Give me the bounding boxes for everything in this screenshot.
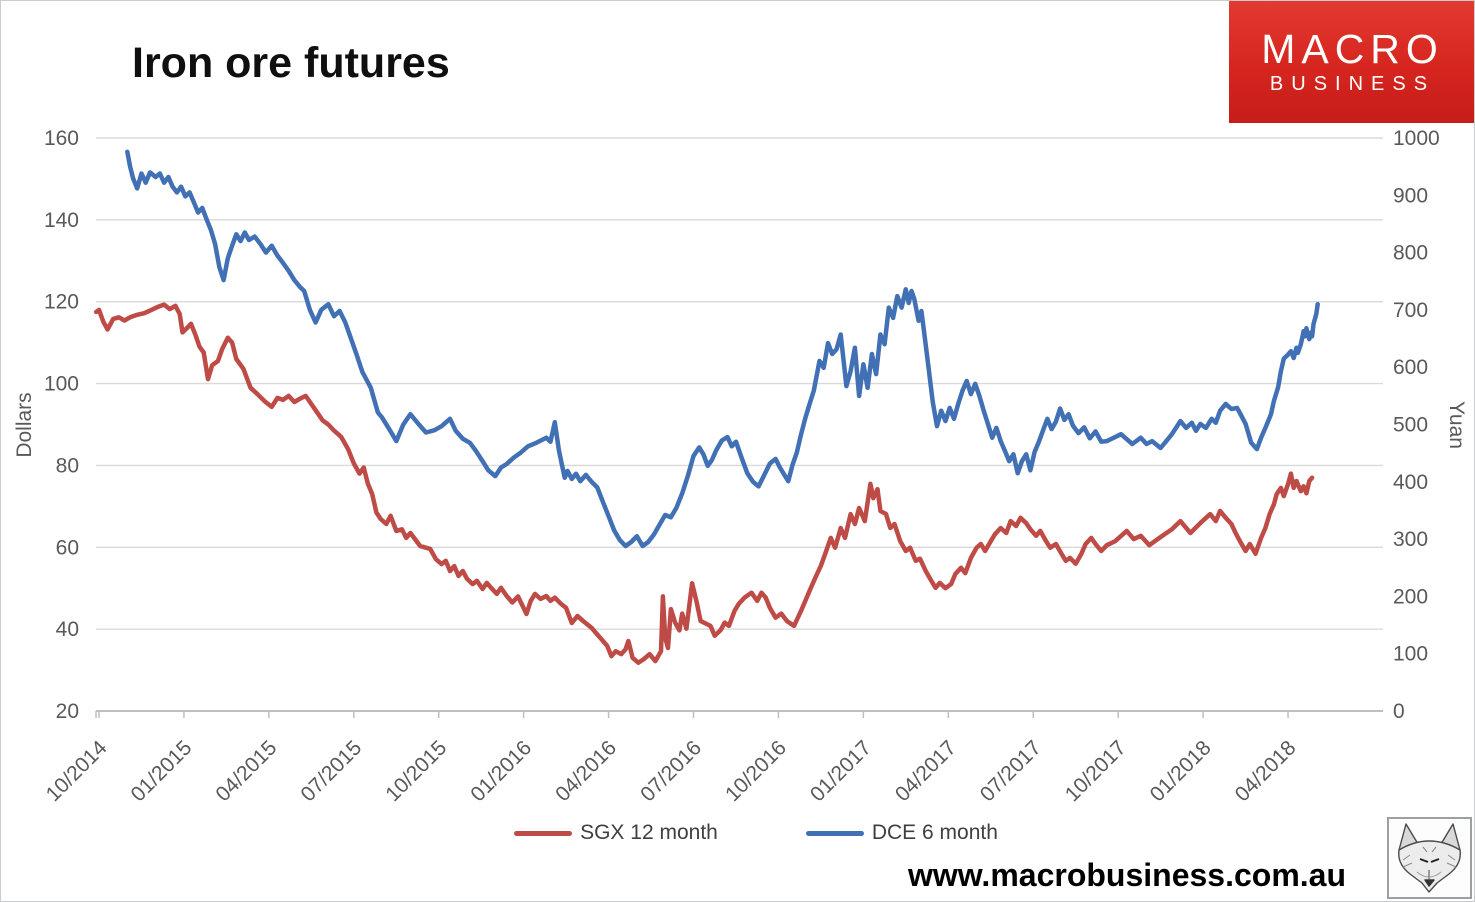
sgx-legend-label: SGX 12 month <box>580 821 718 844</box>
y-right-axis-title: Yuan <box>1445 401 1468 449</box>
fox-logo <box>1387 817 1472 899</box>
y-right-tick-label: 100 <box>1393 643 1428 666</box>
x-axis-label: 04/2017 <box>891 736 961 806</box>
y-right-tick-label: 500 <box>1393 414 1428 437</box>
y-right-tick-label: 0 <box>1393 700 1405 723</box>
x-axis-label: 07/2015 <box>296 736 366 806</box>
x-axis-label: 10/2015 <box>381 736 451 806</box>
y-left-axis-title: Dollars <box>13 392 36 457</box>
y-left-tick-label: 100 <box>44 373 79 396</box>
x-axis-label: 01/2017 <box>806 736 876 806</box>
y-right-tick-label: 400 <box>1393 471 1428 494</box>
y-right-tick-label: 1000 <box>1393 127 1440 150</box>
logo-line-business: BUSINESS <box>1269 73 1436 96</box>
x-axis-label: 01/2016 <box>466 736 536 806</box>
y-right-tick-label: 800 <box>1393 242 1428 265</box>
dce-legend-swatch <box>805 830 864 836</box>
dce-series-line <box>125 149 1320 549</box>
x-axis-label: 04/2016 <box>551 736 621 806</box>
website-url: www.macrobusiness.com.au <box>907 857 1346 893</box>
y-left-tick-label: 120 <box>44 291 79 314</box>
y-right-tick-label: 900 <box>1393 184 1428 207</box>
y-right-tick-label: 700 <box>1393 299 1428 322</box>
sgx-legend-swatch <box>514 830 573 836</box>
x-axis-label: 04/2015 <box>211 736 281 806</box>
x-axis-label: 10/2016 <box>721 736 791 806</box>
chart-title: Iron ore futures <box>132 39 450 87</box>
x-axis-label: 01/2015 <box>127 736 197 806</box>
y-left-tick-label: 160 <box>44 127 79 150</box>
y-left-tick-label: 140 <box>44 209 79 232</box>
dce-legend-label: DCE 6 month <box>871 821 998 844</box>
x-axis-label: 10/2017 <box>1061 736 1131 806</box>
fox-logo-drawing <box>1387 817 1472 899</box>
y-right-tick-label: 300 <box>1393 528 1428 551</box>
legend-item-dce: DCE 6 month <box>805 821 998 845</box>
x-axis-label: 10/2014 <box>42 736 112 806</box>
sgx-series-line <box>93 302 1315 665</box>
x-axis-label: 07/2017 <box>976 736 1046 806</box>
y-left-tick-label: 80 <box>56 454 79 477</box>
x-axis-label: 01/2018 <box>1146 736 1216 806</box>
x-axis-label: 07/2016 <box>636 736 706 806</box>
y-right-tick-label: 200 <box>1393 585 1428 608</box>
x-axis-label: 04/2018 <box>1231 736 1301 806</box>
chart-legend: SGX 12 month DCE 6 month <box>1 821 1474 845</box>
y-right-tick-label: 600 <box>1393 356 1428 379</box>
macrobusiness-logo: MACRO BUSINESS <box>1229 1 1474 123</box>
logo-line-macro: MACRO <box>1261 25 1444 72</box>
y-left-tick-label: 60 <box>56 536 79 559</box>
legend-item-sgx: SGX 12 month <box>514 821 718 845</box>
y-left-tick-label: 20 <box>56 700 79 723</box>
y-left-tick-label: 40 <box>56 618 79 641</box>
